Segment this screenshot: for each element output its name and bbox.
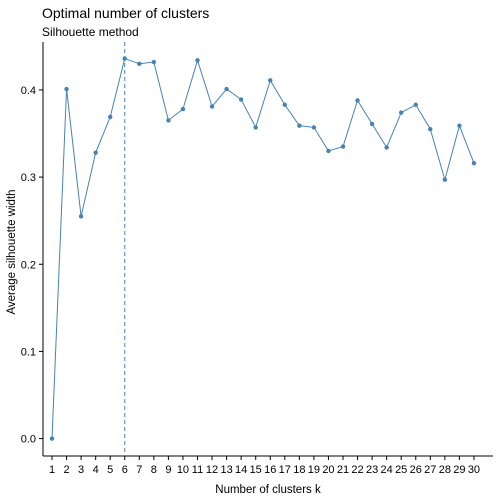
x-tick-label: 30 bbox=[468, 464, 480, 476]
x-tick-label: 16 bbox=[264, 464, 276, 476]
data-point bbox=[64, 86, 69, 92]
data-point bbox=[457, 123, 462, 128]
data-point bbox=[180, 106, 186, 112]
x-tick-label: 2 bbox=[63, 464, 69, 476]
x-tick-label: 21 bbox=[337, 464, 349, 476]
data-point bbox=[195, 58, 200, 63]
x-tick-label: 5 bbox=[107, 464, 113, 476]
x-tick-label: 12 bbox=[206, 464, 218, 476]
x-tick-label: 13 bbox=[220, 464, 232, 476]
data-point bbox=[224, 86, 229, 92]
x-axis-ticks: 1 2 3 4 5 6 7 8 9 10 11 12 13 14 15 16 17 18 19 20 21 22 23 24 2… bbox=[49, 456, 480, 476]
data-point bbox=[369, 121, 375, 127]
y-tick-label: 0.1 bbox=[21, 346, 36, 358]
data-point bbox=[209, 104, 215, 109]
data-point bbox=[93, 150, 98, 155]
series-line bbox=[51, 57, 475, 439]
data-point bbox=[238, 97, 244, 102]
y-axis-title: Average silhouette width bbox=[6, 189, 18, 314]
data-point bbox=[282, 102, 287, 107]
x-tick-label: 25 bbox=[395, 464, 407, 476]
data-point bbox=[108, 114, 113, 120]
x-tick-label: 28 bbox=[439, 464, 451, 476]
data-point bbox=[355, 98, 360, 103]
data-point bbox=[384, 145, 389, 150]
x-tick-label: 15 bbox=[250, 464, 262, 476]
x-tick-label: 26 bbox=[410, 464, 422, 476]
x-tick-label: 11 bbox=[192, 464, 203, 476]
x-tick-label: 19 bbox=[308, 464, 320, 476]
x-tick-label: 29 bbox=[453, 464, 465, 476]
x-tick-label: 6 bbox=[122, 464, 128, 476]
data-point bbox=[253, 125, 258, 130]
x-tick-label: 27 bbox=[424, 464, 436, 476]
x-tick-label: 1 bbox=[49, 464, 55, 476]
data-point bbox=[326, 148, 331, 154]
x-tick-label: 4 bbox=[93, 464, 99, 476]
data-point bbox=[311, 125, 317, 130]
data-point bbox=[49, 436, 55, 441]
x-tick-label: 7 bbox=[136, 464, 142, 476]
data-point bbox=[471, 160, 477, 166]
chart-subtitle: Silhouette method bbox=[42, 25, 139, 39]
chart-title: Optimal number of clusters bbox=[42, 5, 209, 21]
data-point bbox=[122, 56, 127, 61]
y-tick-label: 0.4 bbox=[21, 85, 36, 97]
x-tick-label: 22 bbox=[351, 464, 363, 476]
x-axis-title: Number of clusters k bbox=[215, 484, 321, 496]
data-point bbox=[78, 214, 84, 219]
data-point bbox=[428, 126, 433, 132]
data-point bbox=[151, 59, 157, 65]
x-tick-label: 14 bbox=[235, 464, 247, 476]
data-point bbox=[166, 118, 171, 123]
data-point bbox=[413, 102, 418, 107]
data-point bbox=[340, 144, 346, 149]
x-tick-label: 9 bbox=[165, 464, 171, 476]
x-tick-label: 23 bbox=[366, 464, 378, 476]
x-tick-label: 10 bbox=[177, 464, 189, 476]
x-tick-label: 18 bbox=[293, 464, 305, 476]
x-tick-label: 8 bbox=[151, 464, 157, 476]
data-point bbox=[297, 123, 302, 128]
series-points bbox=[49, 56, 477, 441]
x-tick-label: 17 bbox=[279, 464, 291, 476]
data-point bbox=[137, 61, 142, 66]
y-tick-label: 0.3 bbox=[21, 172, 36, 184]
y-axis-ticks: 0.0 0.1 0.2 0.3 0.4 bbox=[21, 85, 43, 446]
data-point bbox=[399, 110, 404, 115]
y-tick-label: 0.0 bbox=[21, 434, 36, 446]
data-point bbox=[442, 177, 448, 182]
x-tick-label: 24 bbox=[381, 464, 393, 476]
data-point bbox=[268, 78, 273, 83]
x-tick-label: 3 bbox=[78, 464, 84, 476]
x-tick-label: 20 bbox=[322, 464, 334, 476]
y-tick-label: 0.2 bbox=[21, 259, 36, 271]
